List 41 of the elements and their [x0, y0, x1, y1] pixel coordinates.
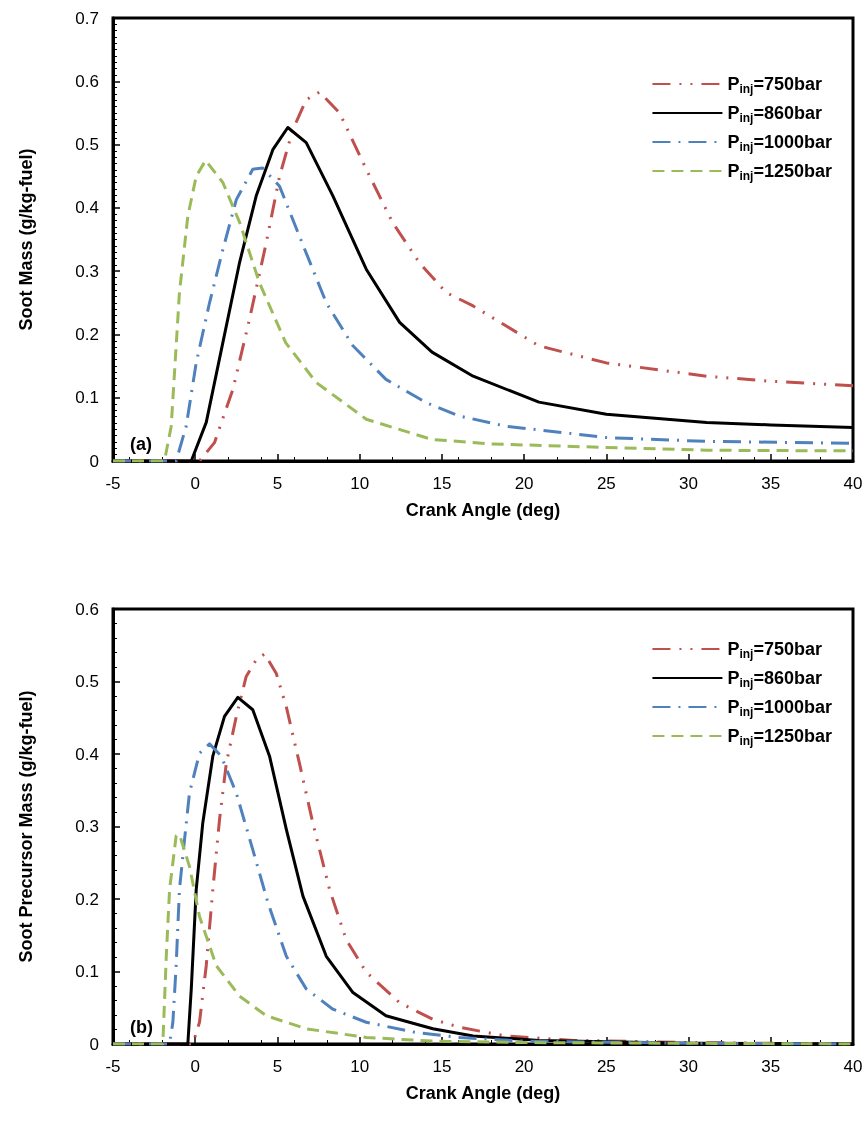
y-tick-label: 0.6 — [75, 71, 99, 91]
x-axis-title: Crank Angle (deg) — [405, 500, 561, 520]
y-tick-label: 0.4 — [75, 198, 99, 218]
y-tick-label: 0.5 — [75, 135, 99, 155]
x-tick-label: 25 — [596, 1057, 616, 1076]
y-axis-title: Soot Mass (g/kg-fuel) — [16, 148, 36, 331]
x-tick-label: 15 — [432, 474, 452, 493]
x-tick-label: 0 — [190, 474, 200, 493]
x-tick-label: 30 — [679, 1057, 699, 1076]
x-tick-label: 40 — [843, 474, 863, 493]
y-tick-label: 0.5 — [75, 672, 99, 691]
y-tick-label: 0.2 — [75, 324, 99, 344]
y-tick-label: 0.4 — [75, 744, 99, 764]
x-tick-label: 35 — [761, 474, 781, 493]
y-tick-label: 0.2 — [75, 889, 99, 909]
y-tick-label: 0 — [89, 451, 99, 471]
x-tick-label: 30 — [679, 474, 699, 493]
y-tick-label: 0 — [89, 1034, 99, 1054]
x-tick-label: 10 — [350, 474, 370, 493]
x-tick-label: 25 — [596, 474, 616, 493]
annotation: (b) — [130, 1017, 153, 1037]
annotation: (a) — [130, 434, 152, 454]
x-tick-label: -5 — [105, 1057, 121, 1076]
y-tick-label: 0.7 — [75, 8, 99, 28]
y-axis-title: Soot Precursor Mass (g/kg-fuel) — [16, 690, 36, 963]
x-axis-title: Crank Angle (deg) — [405, 1083, 561, 1103]
x-tick-label: 10 — [350, 1057, 370, 1076]
y-tick-label: 0.1 — [75, 962, 99, 981]
y-tick-label: 0.1 — [75, 388, 99, 408]
x-tick-label: 20 — [514, 1057, 534, 1076]
y-tick-label: 0.6 — [75, 599, 99, 619]
x-tick-label: -5 — [105, 474, 121, 493]
x-tick-label: 0 — [190, 1057, 200, 1076]
x-tick-label: 40 — [843, 1057, 863, 1076]
x-tick-label: 20 — [514, 474, 534, 493]
x-tick-label: 5 — [272, 474, 283, 493]
x-tick-label: 15 — [432, 1057, 452, 1076]
y-tick-label: 0.3 — [75, 261, 99, 281]
x-tick-label: 5 — [272, 1057, 283, 1076]
y-tick-label: 0.3 — [75, 817, 99, 836]
x-tick-label: 35 — [761, 1057, 781, 1076]
